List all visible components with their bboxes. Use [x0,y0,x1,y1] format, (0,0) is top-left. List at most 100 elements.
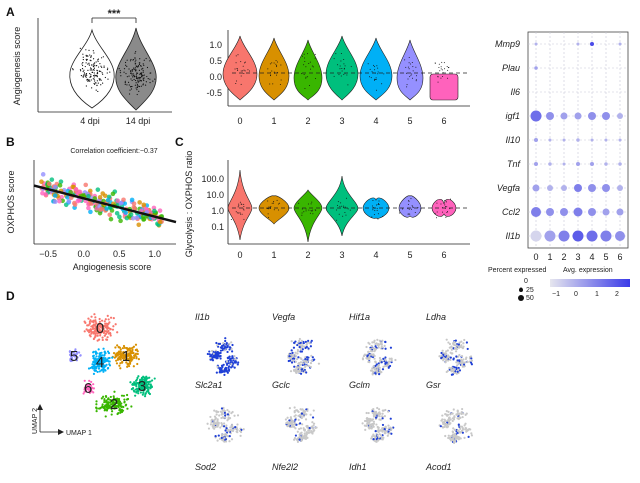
feature-cell [375,440,378,443]
dotplot-gene-label: Vegfa [497,183,520,193]
umap-cell [106,325,109,328]
jitter-point [88,49,90,51]
umap-cell [83,379,86,382]
jitter-point [276,199,278,201]
feature-cell [305,413,308,416]
jitter-point [447,67,449,69]
feature-cell [294,351,297,354]
jitter-point [307,53,309,55]
jitter-point [377,203,379,205]
feature-cell [370,423,374,426]
jitter-point [440,77,442,79]
jitter-point [310,203,312,205]
feature-cell [444,361,447,364]
jitter-point [276,74,278,76]
jitter-point [243,218,245,220]
ytick: 1.0 [211,206,224,216]
umap-cell [148,386,151,389]
feature-cell [381,346,384,349]
umap-cell [70,356,73,359]
feature-cell [370,437,373,440]
umap-cell [114,346,117,349]
umap-cell [109,327,112,331]
umap-cell [115,359,118,362]
feature-cell [303,428,307,431]
jitter-point [440,203,442,205]
umap-cell [105,330,108,333]
feature-cell [309,345,312,348]
umap-cell [95,355,98,358]
xtick: 0.0 [77,249,90,259]
feature-cell [317,362,321,365]
umap-cell [86,383,90,387]
feature-gene-label: Nfe2l2 [272,462,298,472]
feature-cell [236,414,240,417]
jitter-point [80,70,82,72]
feature-cell [227,417,230,421]
umap-cell [141,387,144,391]
feature-cell [465,341,468,344]
umap-cell [102,395,105,398]
umap-cell [134,379,138,382]
umap-cell [107,357,110,360]
jitter-point [237,69,239,71]
jitter-point [244,70,246,72]
jitter-point [408,57,410,59]
jitter-point [375,77,377,79]
feature-cell [221,349,224,352]
feature-cell [450,434,453,438]
jitter-point [377,73,379,75]
umap-cell [103,359,106,362]
umap-cell [106,314,109,317]
feature-cell [210,418,214,421]
jitter-point [373,66,375,68]
jitter-point [407,203,409,205]
jitter-point [446,65,448,67]
umap-cell [94,319,97,322]
expression-dot [590,42,594,46]
jitter-point [344,65,346,67]
umap-cell [96,339,99,342]
feature-cell [310,339,313,342]
expression-dot [615,231,625,241]
umap-cell [140,386,143,389]
jitter-point [307,76,309,78]
feature-cell [374,410,378,413]
umap-cell [84,388,88,392]
jitter-point [130,72,132,74]
feature-cell [465,427,468,430]
jitter-point [276,65,278,67]
jitter-point [136,72,139,74]
feature-cell [226,413,229,416]
jitter-point [149,78,151,80]
feature-cell [456,370,459,373]
umap-cell [86,329,89,332]
jitter-point [371,216,373,218]
feature-cell [296,370,299,373]
jitter-point [135,70,137,72]
feature-cell [299,414,302,417]
scatter-point [95,187,101,192]
feature-cell [237,361,240,364]
umap-cell [122,344,126,348]
jitter-point [307,203,309,205]
jitter-point [87,79,89,82]
umap-cell [102,324,105,328]
feature-cell [302,427,305,430]
jitter-point [337,64,339,66]
umap-cluster-label-5: 5 [70,348,78,365]
feature-cell [451,368,455,371]
umap-cell [135,355,138,359]
jitter-point [410,208,412,210]
umap-cell [103,329,106,332]
feature-cell [291,351,294,354]
feature-cell [371,367,374,370]
jitter-point [135,82,137,84]
umap-cell [98,407,101,410]
jitter-point [436,202,438,204]
umap-cell [87,317,90,320]
jitter-point [236,212,238,214]
feature-cell [311,416,315,419]
umap-cell [88,383,91,386]
jitter-point [131,79,133,82]
